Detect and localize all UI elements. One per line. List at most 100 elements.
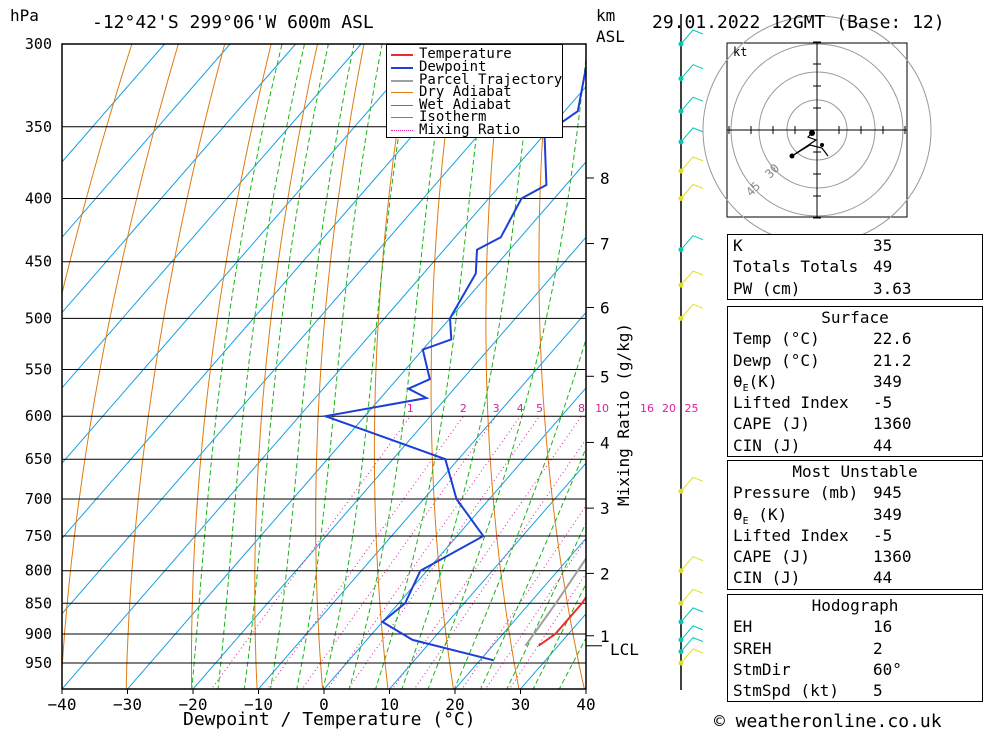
surface-cin: CIN (J) 44 (733, 435, 893, 455)
legend-swatch-wet-adiabat (391, 105, 413, 106)
pressure-tick-label: 700 (25, 490, 52, 508)
dry-adiabat-line (254, 44, 318, 689)
dry-adiabat-line (640, 44, 716, 691)
mixing-ratio-line (301, 415, 497, 689)
mixing-ratio-label: 20 (662, 402, 676, 415)
mixing-ratio-label: 8 (578, 402, 585, 415)
legend-temperature: Temperature (419, 46, 512, 62)
km-unit-label: km (596, 6, 616, 25)
hodograph-point (809, 130, 815, 136)
legend-wet-adiabat: Wet Adiabat (419, 97, 512, 113)
hodograph (702, 15, 932, 245)
wind-barb (680, 270, 704, 286)
mixing-ratio-label: 4 (517, 402, 524, 415)
datetime-title: 29.01.2022 12GMT (Base: 12) (652, 12, 945, 33)
mixing-ratio-line (413, 438, 586, 689)
surface-lifted-index: Lifted Index -5 (733, 393, 893, 413)
hodograph-point (820, 143, 824, 147)
isotherm-line (126, 161, 586, 689)
surface-table: Surface Temp (°C) 22.6 Dewp (°C) 21.2 θE(K… (727, 306, 983, 458)
isotherm-line (62, 44, 493, 540)
mixing-ratio-label: 25 (684, 402, 698, 415)
km-tick-label: 7 (600, 235, 610, 254)
wind-barb (680, 588, 704, 604)
dry-adiabat-line (62, 44, 133, 296)
pressure-tick-label: 600 (25, 407, 52, 425)
mu-theta-e: θE (K) 349 (733, 504, 902, 527)
hodo-stmspd: StmSpd (kt) 5 (733, 681, 883, 701)
mixing-ratio-label: 2 (460, 402, 467, 415)
plot-frame (61, 43, 587, 690)
pressure-tick-label: 950 (25, 654, 52, 672)
wind-barb (680, 235, 704, 251)
km-tick-label: 2 (600, 564, 610, 583)
legend-swatch-mixing-ratio (391, 130, 413, 131)
wet-adiabat-line (348, 44, 449, 689)
x-tick-label: −40 (48, 695, 77, 714)
wind-barb (680, 303, 704, 319)
wind-barb (680, 29, 704, 45)
mixing-ratio-label: 16 (640, 402, 654, 415)
hodograph-point (789, 153, 795, 159)
wind-barb (680, 96, 704, 112)
wet-adiabat-line (532, 582, 586, 689)
wind-barb (680, 625, 704, 641)
legend-isotherm: Isotherm (419, 109, 487, 125)
site-credit: © weatheronline.co.uk (714, 711, 942, 732)
wind-barb (680, 156, 704, 172)
legend-swatch-parcel (391, 80, 413, 82)
most-unstable-table: Most Unstable Pressure (mb) 945 θE (K) 349… (727, 460, 983, 590)
index-pw: PW (cm) 3.63 (733, 278, 912, 298)
dry-adiabat-line (373, 44, 411, 689)
x-axis-label: Dewpoint / Temperature (°C) (183, 709, 476, 730)
legend-swatch-isotherm (391, 117, 413, 118)
legend-mixing-ratio: Mixing Ratio (419, 122, 521, 138)
pressure-tick-label: 850 (25, 594, 52, 612)
pressure-tick-label: 450 (25, 253, 52, 271)
hodo-sreh: SREH 2 (733, 638, 883, 658)
wet-adiabat-line (217, 44, 305, 689)
x-tick-label: 10 (380, 695, 399, 714)
pressure-tick-label: 550 (25, 361, 52, 379)
mu-cape: CAPE (J) 1360 (733, 547, 912, 567)
pressure-tick-label: 650 (25, 450, 52, 468)
wind-barb (680, 64, 704, 80)
location-title: -12°42'S 299°06'W 600m ASL (92, 12, 374, 33)
dry-adiabat-line (62, 44, 179, 677)
legend-swatch-dewpoint (391, 67, 413, 69)
mixing-ratio-line (391, 415, 582, 689)
wind-barb (680, 607, 704, 623)
pressure-tick-label: 900 (25, 625, 52, 643)
km-tick-label: 4 (600, 433, 610, 452)
dry-adiabat-line (485, 44, 520, 689)
x-tick-label: 20 (445, 695, 464, 714)
hodograph-table: Hodograph EH 16 SREH 2 StmDir 60° StmSpd (k… (727, 594, 983, 703)
most-unstable-title: Most Unstable (792, 462, 918, 481)
pressure-tick-label: 750 (25, 527, 52, 545)
mixing-ratio-axis-label: Mixing Ratio (g/kg) (614, 322, 633, 506)
surface-dewp: Dewp (°C) 21.2 (733, 350, 912, 370)
indices-table: K 35 Totals Totals 49 PW (cm) 3.63 (727, 234, 983, 300)
hodograph-unit: kt (733, 45, 748, 59)
mixing-ratio-label: 1 (407, 402, 414, 415)
wind-barb (680, 637, 704, 652)
legend-swatch-temperature (391, 54, 413, 56)
pressure-tick-label: 500 (25, 309, 52, 327)
wet-adiabat-line (243, 44, 329, 689)
asl-unit-label: ASL (596, 27, 625, 46)
isotherm-line (62, 44, 231, 238)
km-tick-label: 3 (600, 499, 610, 518)
wind-barb (680, 476, 704, 492)
surface-temp: Temp (°C) 22.6 (733, 329, 912, 349)
surface-title: Surface (821, 308, 889, 327)
km-tick-label: 1 (600, 627, 610, 646)
wind-barb (680, 648, 704, 664)
mixing-ratio-label: 10 (595, 402, 609, 415)
km-tick-label: 6 (600, 298, 610, 317)
legend-dry-adiabat: Dry Adiabat (419, 84, 512, 100)
mixing-ratio-line (508, 572, 586, 689)
index-totals: Totals Totals 49 (733, 257, 893, 277)
x-tick-label: 30 (511, 695, 530, 714)
x-tick-label: −30 (113, 695, 142, 714)
wind-barb (680, 127, 704, 143)
